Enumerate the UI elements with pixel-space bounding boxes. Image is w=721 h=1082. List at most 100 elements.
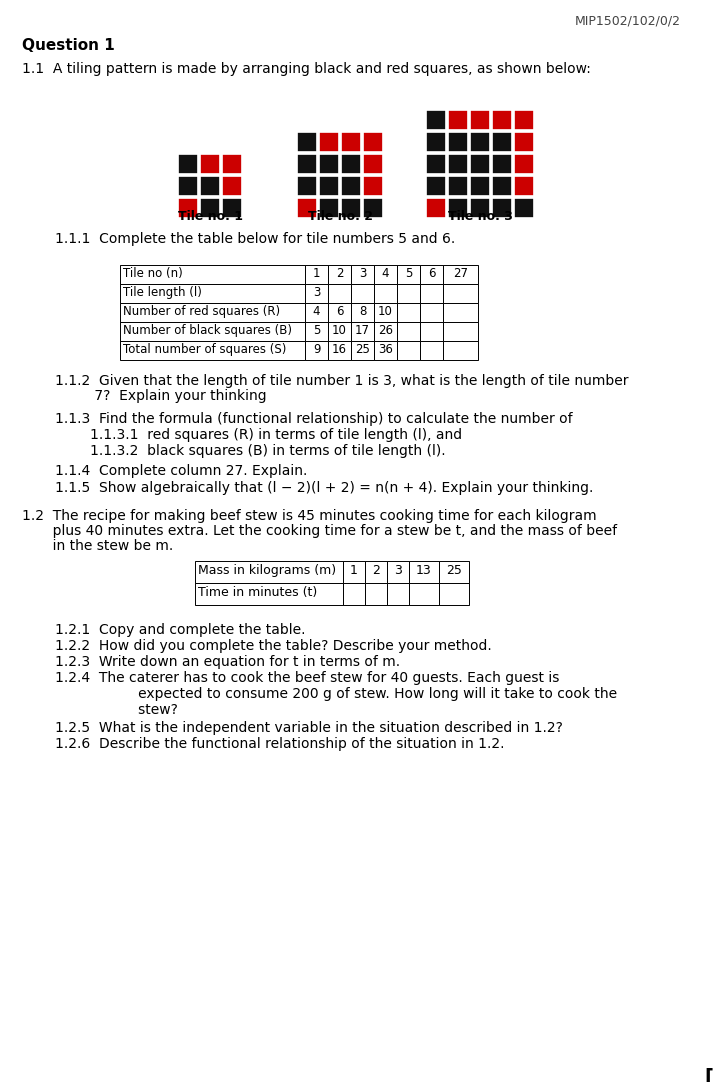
Text: 7?  Explain your thinking: 7? Explain your thinking [55,390,267,403]
Bar [374,283,397,303]
Bar [341,176,361,196]
Bar [363,198,383,217]
Bar [178,176,198,196]
Text: 3: 3 [313,286,320,299]
Bar [443,283,478,303]
Bar [426,176,446,196]
Text: Total number of squares (S): Total number of squares (S) [123,343,286,356]
Bar [328,341,351,360]
Text: Tile no. 1: Tile no. 1 [177,210,242,223]
Bar [328,283,351,303]
Bar [351,341,374,360]
Text: stew?: stew? [90,703,178,717]
Text: 1.1.3  Find the formula (functional relationship) to calculate the number of: 1.1.3 Find the formula (functional relat… [55,412,572,426]
Bar [443,265,478,283]
Bar [397,341,420,360]
Bar [319,176,339,196]
Bar [222,154,242,174]
Bar [409,583,439,605]
Bar [443,322,478,341]
Bar [319,198,339,217]
Text: plus 40 minutes extra. Let the cooking time for a stew be t, and the mass of bee: plus 40 minutes extra. Let the cooking t… [22,524,617,538]
Bar [374,322,397,341]
Bar [365,583,387,605]
Bar [341,154,361,174]
Text: 1.2.3  Write down an equation for t in terms of m.: 1.2.3 Write down an equation for t in te… [55,655,400,669]
Bar [120,322,305,341]
Text: Mass in kilograms (m): Mass in kilograms (m) [198,564,336,577]
Text: 13: 13 [416,564,432,577]
Text: 1.1.1  Complete the table below for tile numbers 5 and 6.: 1.1.1 Complete the table below for tile … [55,232,455,246]
Bar [492,154,512,174]
Bar [420,265,443,283]
Text: 27: 27 [453,267,468,280]
Text: 25: 25 [355,343,370,356]
Bar [397,303,420,322]
Bar [363,176,383,196]
Bar [351,322,374,341]
Bar [420,303,443,322]
Bar [305,283,328,303]
Bar [120,283,305,303]
Text: Number of red squares (R): Number of red squares (R) [123,305,280,318]
Bar [448,176,468,196]
Bar [341,132,361,151]
Text: 6: 6 [336,305,343,318]
Bar [448,154,468,174]
Text: MIP1502/102/0/2: MIP1502/102/0/2 [575,14,681,27]
Bar [514,110,534,130]
Text: 3: 3 [394,564,402,577]
Text: 5: 5 [313,324,320,337]
Bar [492,110,512,130]
Bar [305,341,328,360]
Bar [343,583,365,605]
Bar [297,154,317,174]
Bar [448,198,468,217]
Bar [470,132,490,151]
Bar [297,132,317,151]
Bar [374,303,397,322]
Bar [363,132,383,151]
Text: 1.1  A tiling pattern is made by arranging black and red squares, as shown below: 1.1 A tiling pattern is made by arrangin… [22,62,591,76]
Bar [195,583,343,605]
Text: 1.1.2  Given that the length of tile number 1 is 3, what is the length of tile n: 1.1.2 Given that the length of tile numb… [55,374,629,388]
Text: [: [ [704,1068,713,1082]
Text: 1: 1 [350,564,358,577]
Text: 1.1.3.2  black squares (B) in terms of tile length (l).: 1.1.3.2 black squares (B) in terms of ti… [90,444,446,458]
Bar [374,341,397,360]
Text: 4: 4 [381,267,389,280]
Text: 1.1.4  Complete column 27. Explain.: 1.1.4 Complete column 27. Explain. [55,464,307,478]
Text: 36: 36 [378,343,393,356]
Text: Tile no. 3: Tile no. 3 [448,210,513,223]
Bar [343,560,365,583]
Bar [439,560,469,583]
Bar [492,176,512,196]
Bar [222,176,242,196]
Text: 6: 6 [428,267,435,280]
Bar [200,198,220,217]
Bar [426,110,446,130]
Bar [120,303,305,322]
Bar [120,265,305,283]
Bar [470,154,490,174]
Text: 3: 3 [359,267,366,280]
Text: 1.2.6  Describe the functional relationship of the situation in 1.2.: 1.2.6 Describe the functional relationsh… [55,737,505,751]
Bar [470,176,490,196]
Bar [448,110,468,130]
Bar [328,303,351,322]
Bar [363,154,383,174]
Text: expected to consume 200 g of stew. How long will it take to cook the: expected to consume 200 g of stew. How l… [90,687,617,701]
Bar [443,341,478,360]
Bar [222,198,242,217]
Bar [305,303,328,322]
Bar [297,176,317,196]
Text: 26: 26 [378,324,393,337]
Bar [319,132,339,151]
Text: 8: 8 [359,305,366,318]
Text: Question 1: Question 1 [22,38,115,53]
Bar [470,198,490,217]
Bar [341,198,361,217]
Bar [420,283,443,303]
Bar [420,341,443,360]
Bar [409,560,439,583]
